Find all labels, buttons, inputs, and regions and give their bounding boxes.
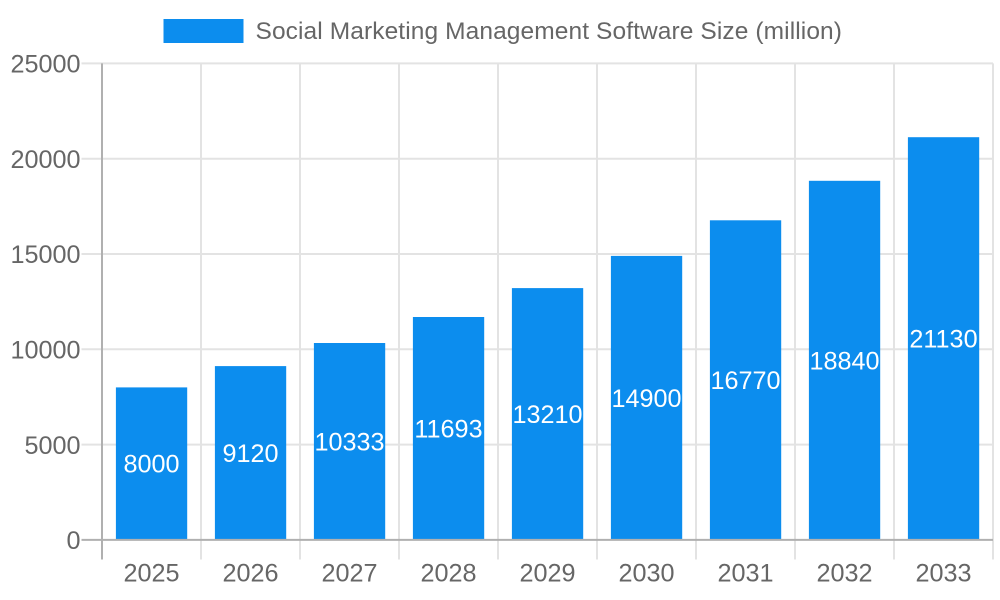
svg-text:2030: 2030 [618,559,674,587]
svg-text:0: 0 [66,527,80,555]
svg-text:2032: 2032 [816,559,872,587]
svg-text:Social Marketing Management So: Social Marketing Management Software Siz… [256,18,843,45]
svg-text:2031: 2031 [717,559,773,587]
svg-text:5000: 5000 [24,432,80,460]
svg-text:2027: 2027 [321,559,377,587]
svg-text:16770: 16770 [710,367,780,395]
svg-text:14900: 14900 [611,385,681,413]
svg-text:15000: 15000 [10,241,80,269]
svg-text:18840: 18840 [809,347,879,375]
svg-text:2028: 2028 [420,559,476,587]
svg-text:25000: 25000 [10,51,80,79]
svg-text:13210: 13210 [512,401,582,429]
svg-text:8000: 8000 [123,451,179,479]
svg-text:20000: 20000 [10,146,80,174]
svg-text:10000: 10000 [10,337,80,365]
svg-text:11693: 11693 [414,416,482,444]
svg-text:2033: 2033 [915,559,971,587]
svg-text:9120: 9120 [222,440,278,468]
svg-text:2029: 2029 [519,559,575,587]
svg-text:2025: 2025 [123,559,179,587]
svg-text:21130: 21130 [909,326,977,354]
svg-text:10333: 10333 [314,429,384,457]
svg-text:2026: 2026 [222,559,278,587]
